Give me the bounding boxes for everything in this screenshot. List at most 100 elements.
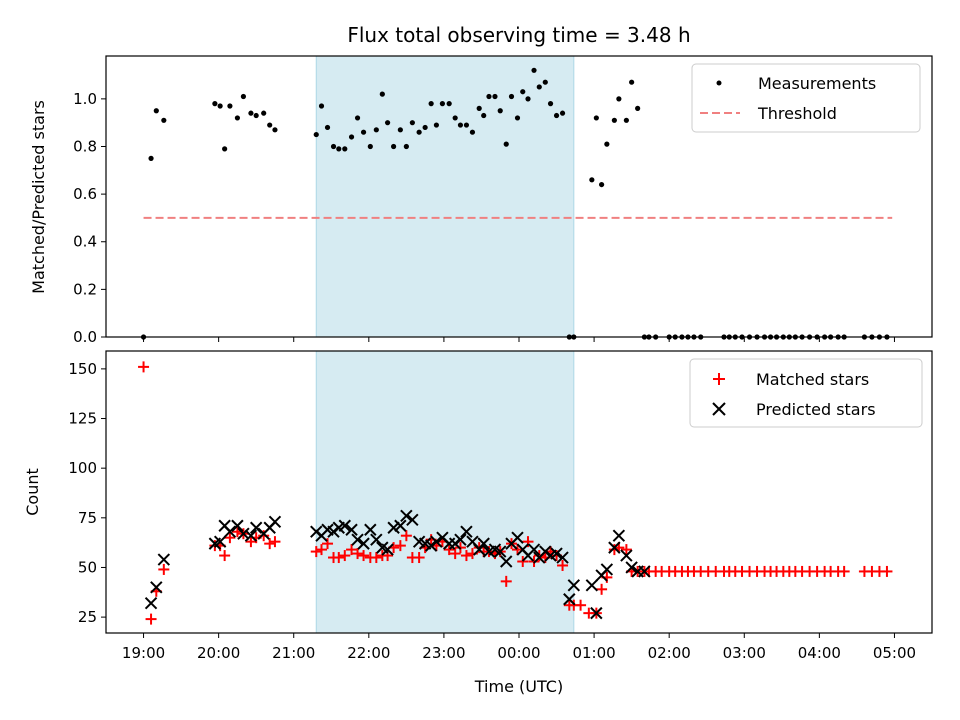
measurement-point (559, 110, 566, 116)
measurement-point (354, 115, 361, 121)
predicted-star-point (590, 606, 603, 620)
chart-title: Flux total observing time = 3.48 h (347, 23, 690, 47)
measurement-point (373, 127, 379, 133)
bottom-y-tick-label: 75 (78, 509, 97, 527)
x-tick-label: 23:00 (422, 644, 465, 662)
legend-threshold-label: Threshold (757, 104, 837, 123)
predicted-star-point (338, 519, 351, 532)
measurement-point (267, 122, 273, 128)
measurement-point (390, 143, 397, 150)
top-y-axis-label: Matched/Predicted stars (29, 100, 48, 294)
matched-star-point (500, 575, 512, 587)
bottom-y-tick-label: 50 (78, 558, 97, 576)
predicted-star-point (231, 519, 244, 532)
matched-star-point (258, 530, 270, 542)
measurement-point (342, 146, 348, 152)
measurement-point (161, 117, 167, 123)
measurement-point (248, 110, 254, 116)
measurement-point (153, 108, 159, 114)
measurement-point (635, 105, 641, 111)
matched-star-point (138, 361, 150, 373)
measurement-point (536, 84, 542, 90)
predicted-star-point (394, 519, 407, 532)
matched-star-point (269, 536, 281, 548)
x-tick-label: 01:00 (572, 644, 615, 662)
measurement-point (469, 129, 476, 135)
measurement-point (240, 93, 247, 100)
measurement-point (629, 79, 635, 85)
bottom-x-axis: 19:00 20:00 21:00 22:00 23:00 00:00 01:00 02:00… (122, 633, 916, 662)
measurement-point (599, 181, 605, 188)
matched-star-point (413, 552, 425, 564)
predicted-star-point (249, 521, 263, 534)
bottom-plot-frame (105, 350, 933, 634)
predicted-star-point (213, 535, 227, 548)
predicted-star-point (472, 543, 486, 556)
top-panel: Flux total observing time = 3.48 h 0.00.… (29, 23, 933, 346)
matched-star-point (443, 544, 455, 556)
measurement-point (318, 103, 325, 109)
measurement-point (508, 93, 515, 100)
matched-star-point (352, 548, 364, 560)
matched-star-point (557, 559, 569, 571)
predicted-star-point (477, 537, 490, 550)
measurement-point (589, 177, 595, 183)
predicted-star-point (638, 565, 651, 578)
measurement-point (403, 143, 409, 150)
matched-star-point (575, 599, 587, 611)
predicted-star-point (345, 523, 358, 536)
top-shaded-region (315, 55, 575, 338)
matched-star-point (400, 530, 412, 542)
predicted-star-point (563, 593, 576, 606)
bottom-y-axis-label: Count (23, 468, 42, 516)
measurement-point (261, 110, 267, 116)
matched-star-point (394, 540, 406, 552)
measurement-point (593, 115, 599, 121)
x-tick-label: 02:00 (648, 644, 691, 662)
measurement-point (457, 122, 464, 128)
matched-star-point (596, 583, 608, 595)
bottom-y-tick-label: 150 (68, 360, 97, 378)
measurement-point (416, 129, 422, 135)
measurement-point (623, 117, 629, 123)
predicted-star-point (381, 543, 394, 556)
predicted-star-point (511, 531, 524, 544)
predicted-star-point (460, 525, 473, 538)
matched-star-point (158, 563, 170, 575)
bottom-y-tick-label: 100 (68, 459, 97, 477)
measurement-point (531, 67, 537, 73)
measurement-point (497, 108, 503, 114)
matched-star-point (517, 556, 529, 568)
bottom-y-tick-label: 125 (68, 410, 97, 428)
predicted-star-point (150, 581, 163, 594)
matched-star-point (533, 550, 545, 562)
bottom-y-axis: 25 50 75 100 125 150 (68, 360, 106, 626)
measurement-point (481, 112, 487, 119)
x-axis-label: Time (UTC) (474, 677, 563, 696)
predicted-star-point (585, 579, 599, 592)
measurement-point (330, 143, 337, 150)
measurement-point (422, 124, 428, 131)
predicted-stars-points (144, 509, 651, 620)
predicted-star-point (608, 541, 621, 554)
legend-measurements-label: Measurements (758, 74, 876, 93)
predicted-star-point (370, 533, 383, 546)
predicted-star-point (351, 533, 364, 546)
x-tick-label: 04:00 (798, 644, 841, 662)
matched-star-point (316, 544, 328, 556)
measurement-point (222, 146, 228, 152)
x-tick-label: 19:00 (122, 644, 165, 662)
top-y-tick-label: 1.0 (73, 90, 97, 108)
measurement-point (452, 115, 458, 121)
predicted-star-point (357, 537, 370, 550)
measurement-point (553, 112, 560, 119)
x-tick-label: 05:00 (873, 644, 916, 662)
legend-matched-marker (713, 373, 725, 385)
x-tick-label: 21:00 (272, 644, 315, 662)
matched-star-point (460, 550, 472, 562)
predicted-star-point (600, 563, 614, 576)
measurement-point (272, 127, 278, 133)
legend-predicted-label: Predicted stars (756, 400, 876, 419)
measurement-point (227, 103, 233, 109)
predicted-star-point (527, 543, 541, 556)
